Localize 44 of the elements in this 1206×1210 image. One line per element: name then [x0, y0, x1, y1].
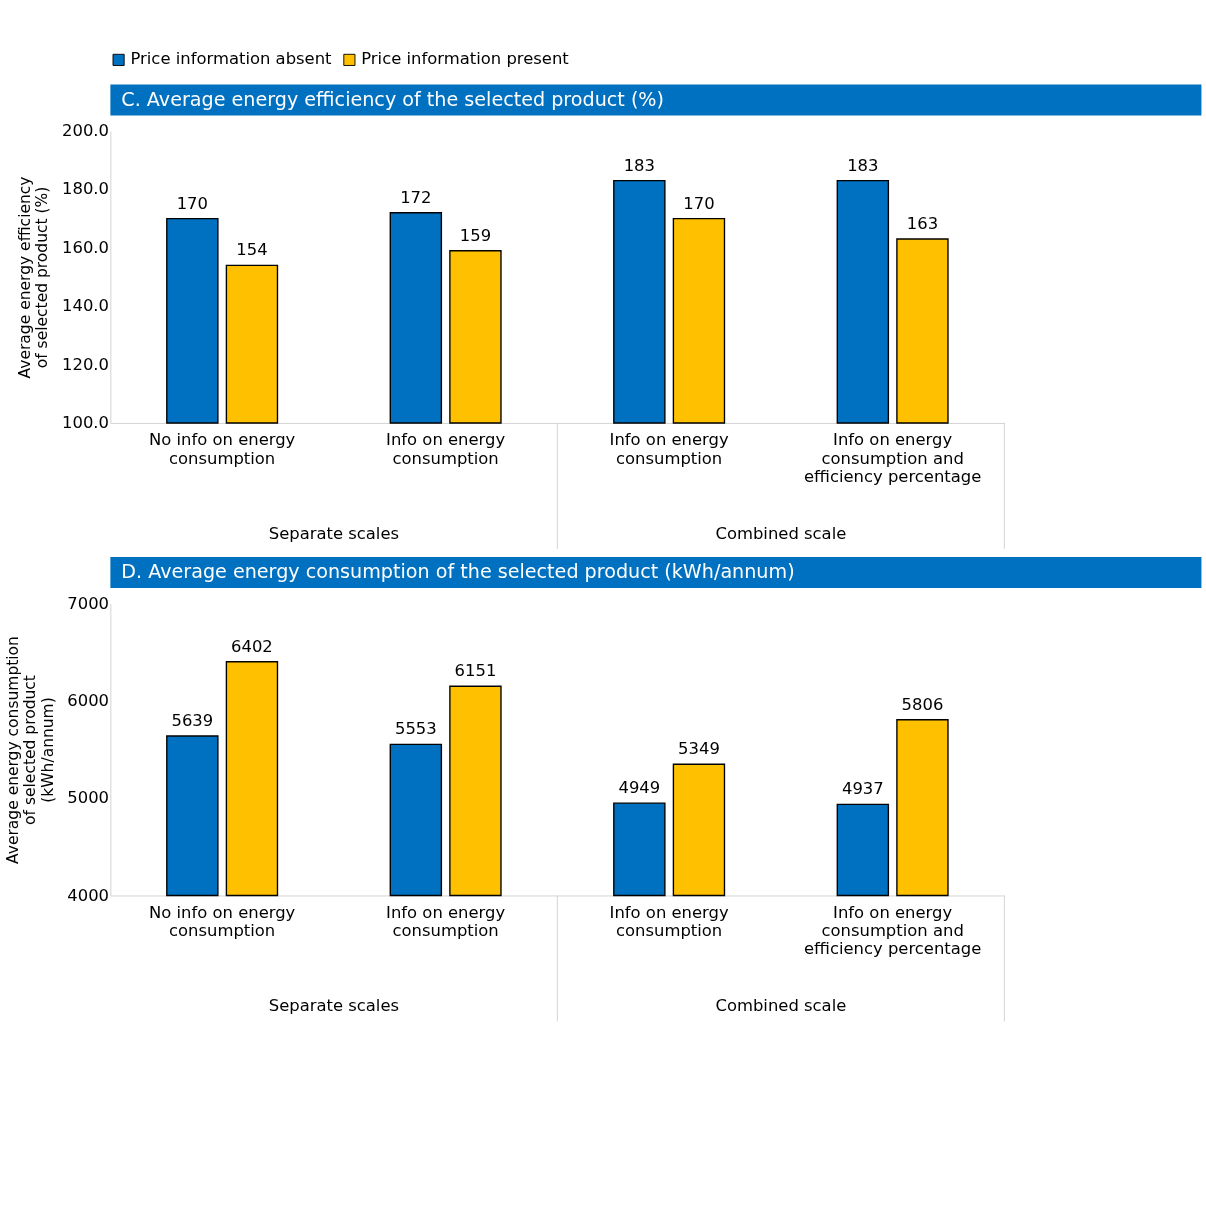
- text: Combined scale: [715, 996, 847, 1016]
- x-tick-label: No info on energy consumption: [148, 430, 296, 468]
- x-tick-label: No info on energy consumption: [148, 902, 296, 941]
- data-label: 183: [847, 155, 879, 175]
- data-label: 170: [176, 193, 208, 213]
- data-label: 4949: [618, 778, 661, 798]
- chart-title: C. Average energy efficiency of the selected product (%): [121, 87, 665, 111]
- text: Separate scales: [268, 996, 400, 1016]
- y-tick-label: 200.0: [62, 121, 110, 141]
- x-tick-label: Info on energy consumption and efficiency percentage: [803, 902, 982, 959]
- text: Combined scale: [715, 523, 847, 543]
- x-tick-label: Info on energy consumption: [386, 902, 506, 941]
- data-label: 163: [906, 214, 939, 234]
- y-tick-label: 140.0: [62, 296, 110, 316]
- text: Separate scales: [268, 523, 400, 543]
- data-label: 183: [623, 155, 655, 175]
- y-tick-label: 7000: [67, 593, 110, 613]
- x-tick-label: Info on energy consumption: [609, 902, 729, 941]
- y-tick-label: 180.0: [62, 179, 110, 199]
- y-tick-label: 4000: [67, 885, 110, 905]
- y-axis-title: Average energy efficiency of selected product (%): [16, 176, 52, 379]
- y-tick-label: 6000: [67, 690, 110, 710]
- x-tick-label: Info on energy consumption: [609, 430, 729, 468]
- y-tick-label: 120.0: [62, 354, 110, 374]
- legend-label: Price information absent: [130, 49, 333, 69]
- y-tick-label: 100.0: [62, 412, 110, 432]
- y-axis-title: Average energy consumption of selected product (kWh/annum): [3, 636, 57, 864]
- legend-label: Price information present: [361, 49, 570, 69]
- data-label: 5806: [901, 694, 944, 714]
- data-label: 5553: [394, 719, 437, 739]
- data-label: 4937: [841, 779, 884, 799]
- data-label: 5639: [171, 710, 214, 730]
- x-tick-label: Info on energy consumption: [386, 430, 506, 468]
- chart-title: D. Average energy consumption of the selected product (kWh/annum): [121, 560, 795, 584]
- data-label: 154: [236, 240, 268, 260]
- data-label: 6402: [231, 636, 273, 656]
- data-label: 6151: [454, 661, 497, 681]
- y-tick-label: 5000: [67, 788, 110, 808]
- data-label: 170: [683, 193, 715, 213]
- x-tick-label: Info on energy consumption and efficiency percentage: [803, 430, 982, 486]
- data-label: 159: [459, 225, 492, 245]
- data-label: 172: [400, 187, 432, 207]
- data-label: 5349: [678, 739, 720, 759]
- y-tick-label: 160.0: [62, 237, 110, 257]
